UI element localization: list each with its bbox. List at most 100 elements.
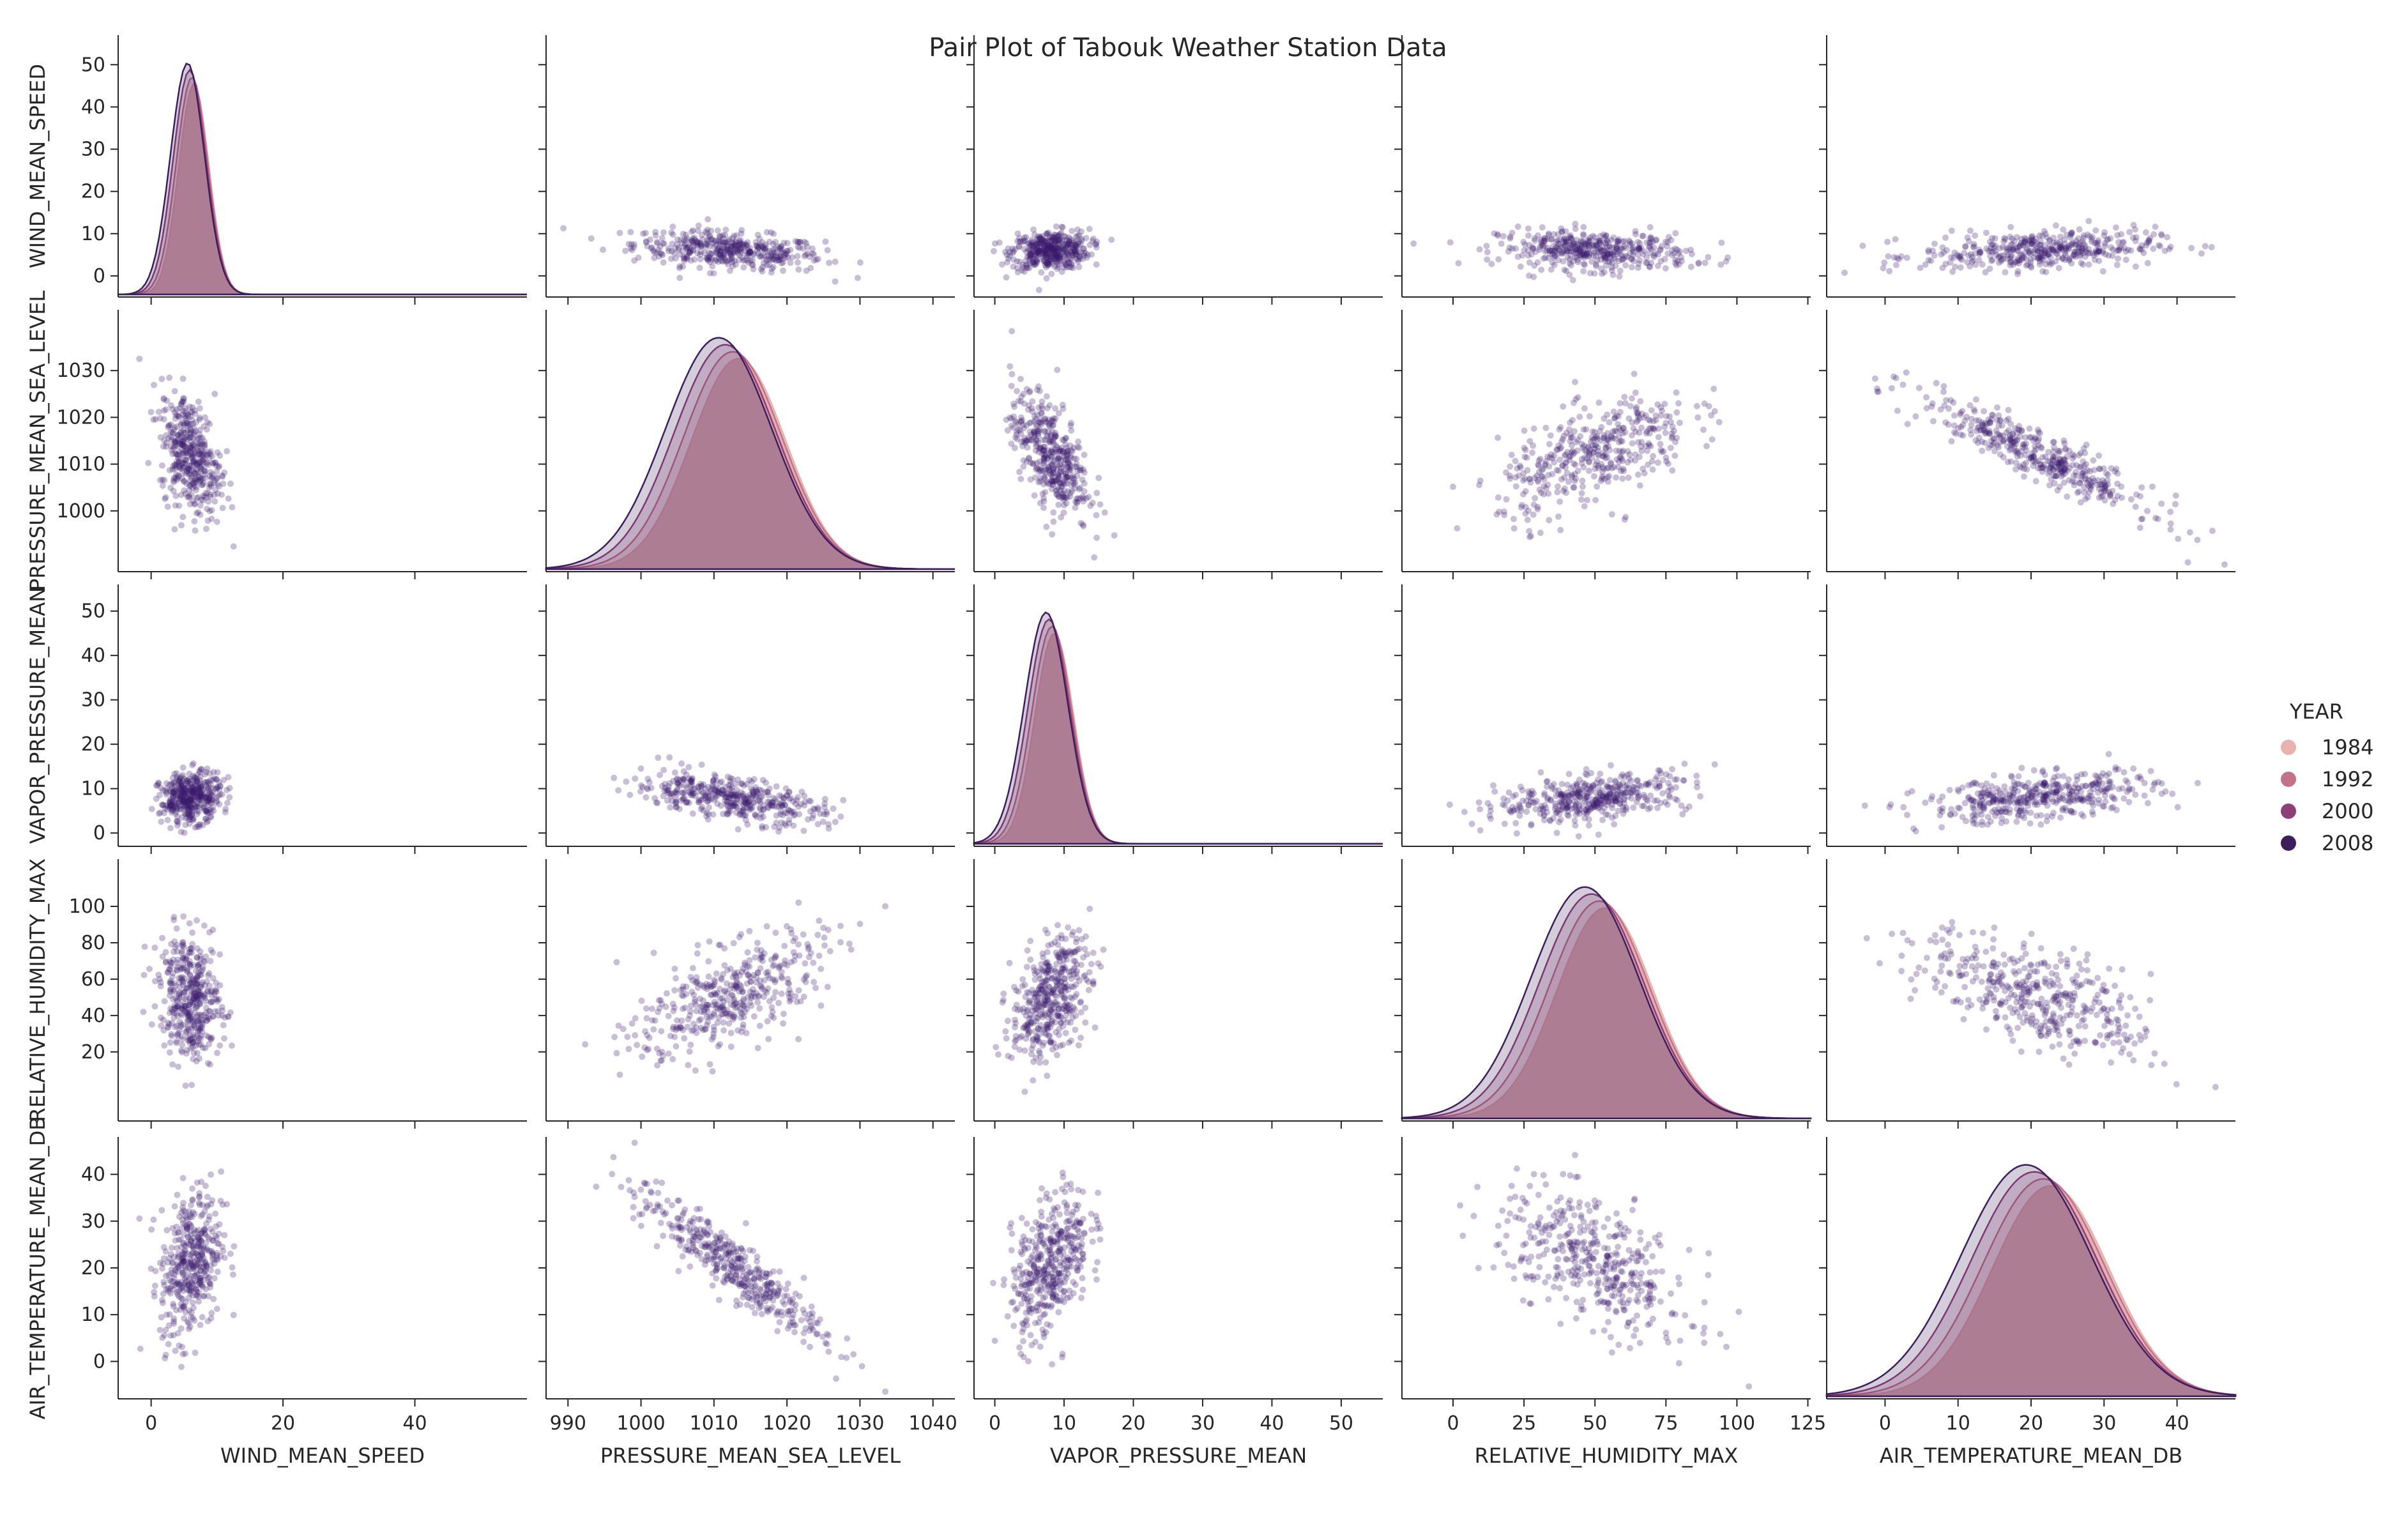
scatter-point [1718, 240, 1725, 247]
scatter-point [2041, 227, 2048, 234]
scatter-point [1582, 795, 1588, 802]
scatter-point [749, 261, 756, 268]
scatter-point [2099, 268, 2106, 275]
scatter-point [1647, 224, 1654, 231]
scatter-point [713, 242, 720, 248]
scatter-point [1621, 516, 1628, 523]
scatter-point [201, 423, 208, 430]
scatter-point [1662, 429, 1669, 436]
panel-pressure_mean_sea_level-vs-wind_mean_speed [538, 35, 955, 305]
scatter-point [1575, 833, 1582, 840]
scatter-point [754, 243, 761, 249]
scatter-point [715, 237, 722, 244]
scatter-point [1631, 370, 1638, 377]
scatter-point [682, 241, 689, 248]
scatter-point [737, 240, 744, 247]
scatter-point [1075, 438, 1082, 445]
scatter-point [1657, 441, 1664, 448]
scatter-point [1532, 805, 1539, 812]
scatter-point [1029, 437, 1036, 444]
scatter-point [2169, 790, 2176, 797]
scatter-point [158, 818, 165, 825]
scatter-point [1490, 782, 1496, 789]
scatter-point [779, 259, 786, 266]
scatter-point [1008, 440, 1015, 447]
scatter-point [1693, 772, 1700, 779]
scatter-point [1555, 791, 1562, 798]
scatter-point [1638, 782, 1645, 789]
scatter-point [855, 275, 861, 282]
scatter-point [756, 243, 762, 250]
scatter-point [169, 780, 176, 787]
scatter-point [809, 245, 816, 252]
scatter-point [672, 255, 679, 262]
scatter-point [1074, 226, 1081, 233]
scatter-point [1531, 237, 1538, 244]
scatter-point [727, 252, 735, 259]
scatter-point [1705, 254, 1712, 261]
scatter-point [2089, 234, 2096, 241]
scatter-point [1009, 328, 1016, 335]
scatter-point [745, 250, 752, 257]
scatter-point [680, 263, 687, 270]
scatter-point [1892, 236, 1899, 243]
scatter-point [2132, 791, 2139, 798]
scatter-point [1075, 256, 1081, 263]
scatter-point [2007, 253, 2014, 260]
scatter-point [1626, 451, 1633, 458]
scatter-point [655, 754, 662, 761]
scatter-point [1940, 383, 1947, 390]
scatter-point [1612, 263, 1619, 270]
scatter-point [736, 238, 743, 245]
scatter-point [1574, 257, 1581, 264]
scatter-point [183, 480, 190, 487]
scatter-point [727, 267, 733, 274]
scatter-point [716, 241, 723, 248]
scatter-point [1508, 452, 1515, 459]
scatter-point [1512, 791, 1519, 798]
scatter-point [801, 238, 808, 245]
scatter-point [1695, 260, 1702, 267]
scatter-point [190, 424, 197, 431]
scatter-point [781, 249, 788, 256]
y-tick-label: 50 [81, 600, 105, 623]
scatter-point [1937, 406, 1944, 413]
scatter-point [759, 264, 766, 270]
scatter-point [1577, 433, 1584, 439]
scatter-point [214, 481, 221, 488]
scatter-point [199, 481, 206, 488]
scatter-point [1884, 238, 1891, 245]
scatter-point [744, 257, 751, 264]
scatter-point [684, 244, 691, 251]
scatter-point [2055, 264, 2062, 271]
scatter-point [1044, 262, 1051, 269]
scatter-point [1541, 790, 1548, 797]
scatter-point [1986, 427, 1993, 434]
scatter-point [694, 238, 701, 245]
scatter-point [803, 267, 810, 274]
scatter-point [1587, 786, 1594, 793]
scatter-point [2138, 484, 2145, 491]
scatter-point [789, 254, 796, 261]
scatter-point [1578, 245, 1584, 252]
scatter-point [652, 229, 659, 236]
scatter-point [162, 494, 169, 501]
scatter-point [2015, 248, 2022, 255]
scatter-point [1636, 482, 1643, 489]
scatter-point [1608, 511, 1615, 518]
scatter-point [759, 239, 766, 246]
scatter-point [1567, 792, 1574, 799]
scatter-point [796, 245, 803, 251]
scatter-point [1646, 442, 1653, 448]
scatter-point [1491, 788, 1498, 795]
scatter-point [195, 793, 202, 800]
scatter-point [2080, 813, 2087, 820]
scatter-point [1081, 480, 1088, 487]
scatter-point [1957, 264, 1964, 271]
scatter-point [2032, 446, 2039, 453]
scatter-point [637, 765, 644, 772]
scatter-point [701, 250, 708, 257]
scatter-point [1655, 434, 1662, 441]
scatter-point [768, 252, 775, 259]
scatter-point [1503, 469, 1510, 476]
